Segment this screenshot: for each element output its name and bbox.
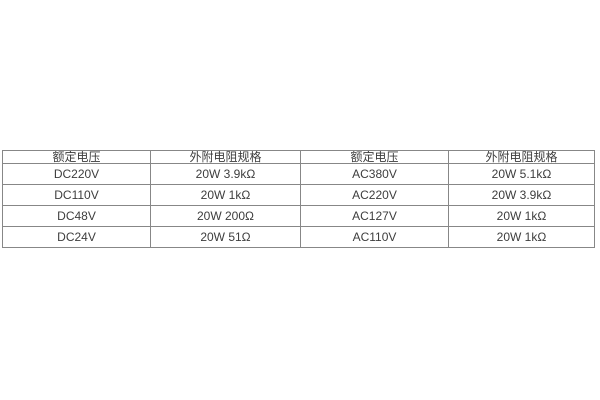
table-row: DC48V 20W 200Ω AC127V 20W 1kΩ [2, 205, 595, 227]
table-row: DC110V 20W 1kΩ AC220V 20W 3.9kΩ [2, 184, 595, 206]
table-cell: 20W 200Ω [150, 205, 301, 227]
table-cell: AC110V [300, 226, 449, 248]
column-header-rated-voltage-dc: 额定电压 [2, 150, 151, 164]
table-cell: DC220V [2, 163, 151, 185]
table-cell: AC220V [300, 184, 449, 206]
table-cell: AC380V [300, 163, 449, 185]
header-row: 额定电压 外附电阻规格 额定电压 外附电阻规格 [2, 150, 595, 164]
table-cell: DC48V [2, 205, 151, 227]
table-cell: DC110V [2, 184, 151, 206]
table-row: DC220V 20W 3.9kΩ AC380V 20W 5.1kΩ [2, 163, 595, 185]
table-cell: 20W 3.9kΩ [150, 163, 301, 185]
resistor-spec-table: 额定电压 外附电阻规格 额定电压 外附电阻规格 DC220V 20W 3.9kΩ… [2, 150, 595, 248]
table-cell: 20W 3.9kΩ [448, 184, 595, 206]
table-cell: DC24V [2, 226, 151, 248]
table-cell: 20W 1kΩ [448, 226, 595, 248]
column-header-external-resistor-spec-ac: 外附电阻规格 [448, 150, 595, 164]
table-cell: 20W 5.1kΩ [448, 163, 595, 185]
table-cell: 20W 1kΩ [150, 184, 301, 206]
table-cell: AC127V [300, 205, 449, 227]
column-header-external-resistor-spec-dc: 外附电阻规格 [150, 150, 301, 164]
column-header-rated-voltage-ac: 额定电压 [300, 150, 449, 164]
table-row: DC24V 20W 51Ω AC110V 20W 1kΩ [2, 226, 595, 248]
table-cell: 20W 1kΩ [448, 205, 595, 227]
table-cell: 20W 51Ω [150, 226, 301, 248]
